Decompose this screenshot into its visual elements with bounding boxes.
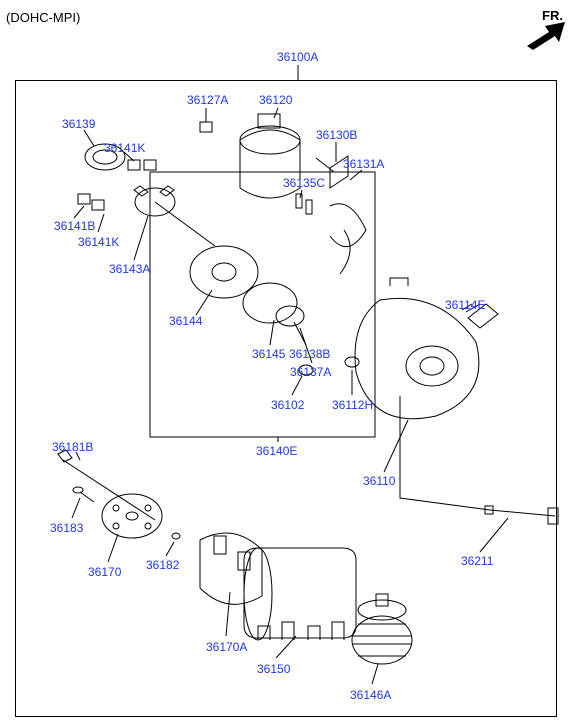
- part-label[interactable]: 36112H: [332, 398, 373, 412]
- part-label[interactable]: 36127A: [187, 93, 228, 107]
- part-label[interactable]: 36170A: [206, 640, 247, 654]
- part-label[interactable]: 36120: [259, 93, 292, 107]
- part-label[interactable]: 36102: [271, 398, 304, 412]
- part-label[interactable]: 36139: [62, 117, 95, 131]
- diagram-container: (DOHC-MPI) FR.: [0, 0, 573, 727]
- part-label[interactable]: 36141K: [104, 141, 145, 155]
- part-label[interactable]: 36150: [257, 662, 290, 676]
- part-label[interactable]: 36211: [461, 554, 493, 568]
- part-label[interactable]: 36130B: [316, 128, 357, 142]
- part-label[interactable]: 36146A: [350, 688, 391, 702]
- part-label[interactable]: 36145: [252, 347, 285, 361]
- part-label[interactable]: 36181B: [52, 440, 93, 454]
- part-label[interactable]: 36114E: [445, 298, 485, 312]
- part-label[interactable]: 36141B: [54, 219, 95, 233]
- part-label[interactable]: 36144: [169, 314, 202, 328]
- parts-schematic: [0, 0, 573, 727]
- part-label[interactable]: 36138B: [289, 347, 330, 361]
- part-label[interactable]: 36131A: [343, 157, 384, 171]
- part-label[interactable]: 36100A: [277, 50, 318, 64]
- part-label[interactable]: 36110: [363, 474, 395, 488]
- part-label[interactable]: 36137A: [290, 365, 331, 379]
- part-label[interactable]: 36182: [146, 558, 179, 572]
- part-label[interactable]: 36170: [88, 565, 121, 579]
- part-label[interactable]: 36140E: [256, 444, 297, 458]
- part-label[interactable]: 36183: [50, 521, 83, 535]
- part-label[interactable]: 36135C: [283, 176, 325, 190]
- part-label[interactable]: 36143A: [109, 262, 150, 276]
- part-label[interactable]: 36141K: [78, 235, 119, 249]
